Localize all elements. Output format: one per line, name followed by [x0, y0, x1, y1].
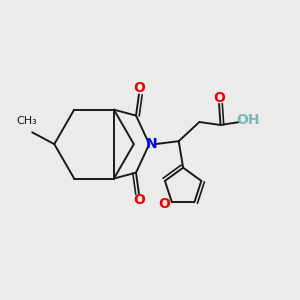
Text: N: N — [146, 137, 157, 151]
Text: O: O — [133, 193, 145, 207]
Text: CH₃: CH₃ — [16, 116, 37, 126]
Text: OH: OH — [236, 113, 260, 127]
Text: O: O — [158, 197, 170, 211]
Text: O: O — [213, 91, 225, 105]
Text: O: O — [133, 81, 145, 95]
